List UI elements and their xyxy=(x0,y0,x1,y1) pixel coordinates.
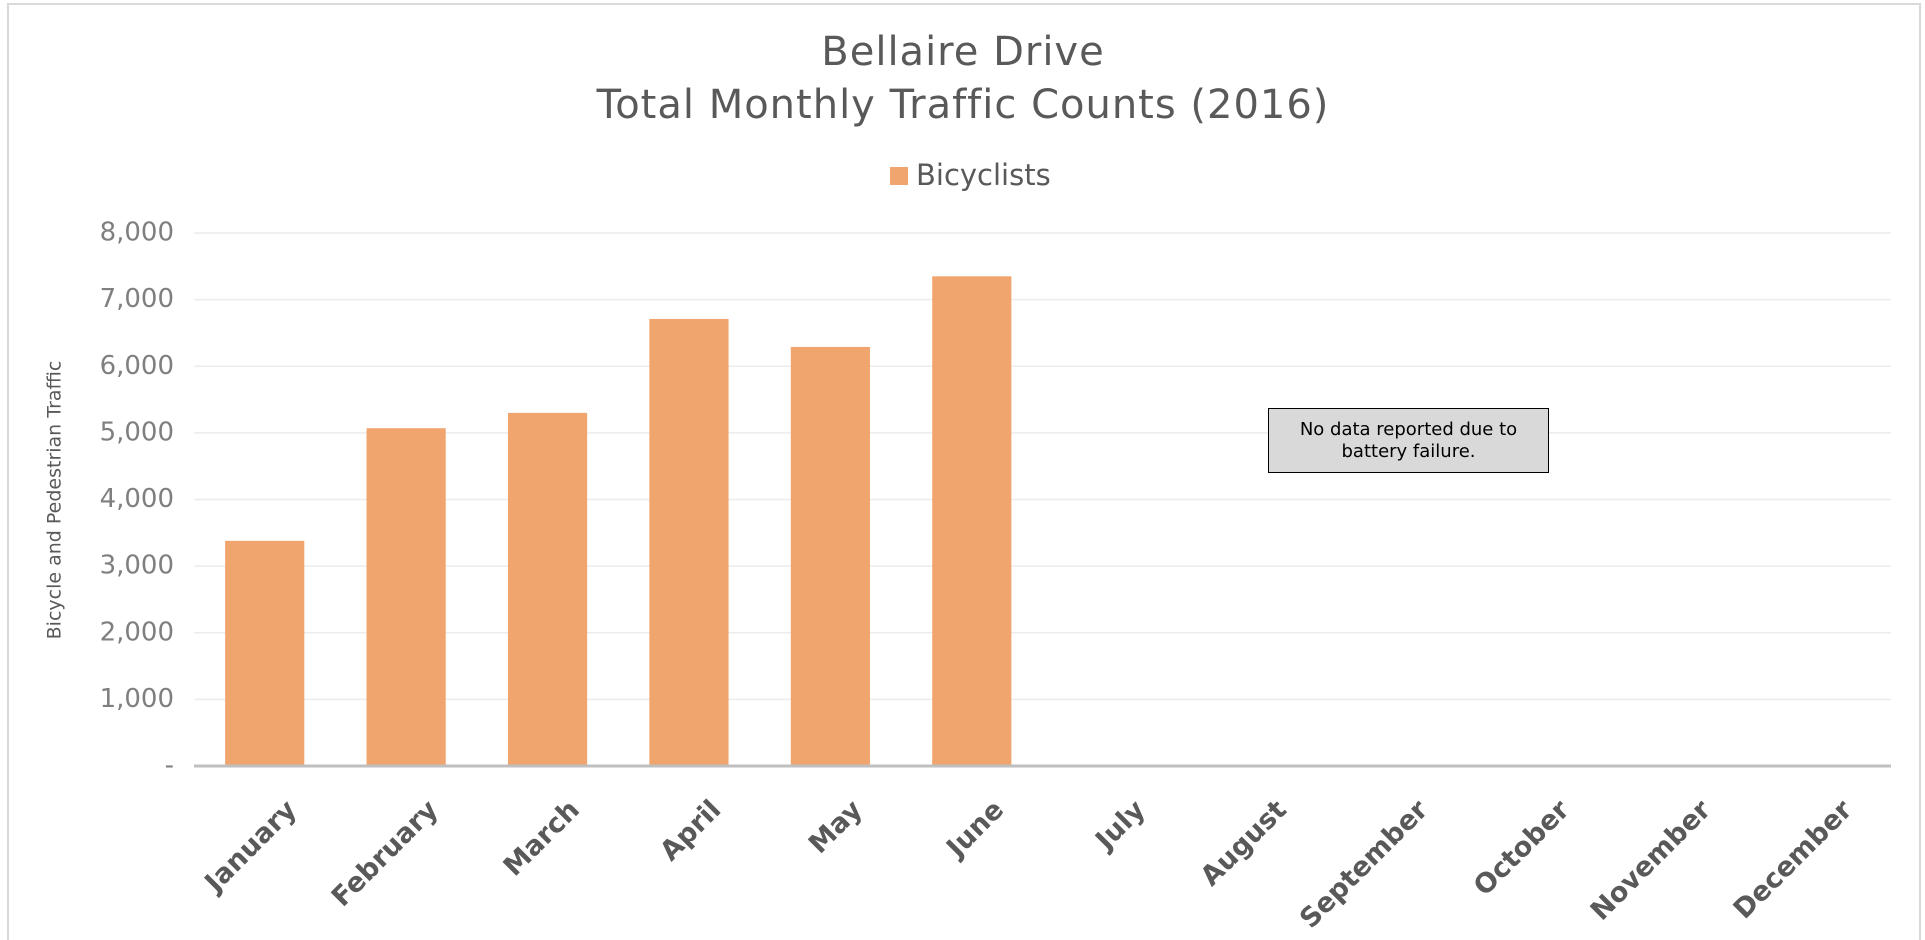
chart-subtitle: Total Monthly Traffic Counts (2016) xyxy=(596,82,1330,128)
bar xyxy=(649,318,729,766)
x-tick-label: November xyxy=(1585,794,1718,927)
x-tick-label: July xyxy=(1088,794,1151,857)
x-tick-label: September xyxy=(1294,794,1435,935)
y-tick-label: 3,000 xyxy=(100,551,174,581)
y-tick-label: 2,000 xyxy=(100,617,174,647)
x-tick-label: May xyxy=(803,794,869,860)
legend-swatch xyxy=(890,167,908,185)
bar xyxy=(507,412,588,766)
y-tick-label: 8,000 xyxy=(100,218,174,248)
x-tick-label: April xyxy=(654,794,727,867)
x-tick-label: December xyxy=(1728,794,1859,925)
x-tick-label: August xyxy=(1195,794,1293,892)
y-tick-label: 1,000 xyxy=(100,684,174,714)
y-tick-label: 5,000 xyxy=(100,417,174,447)
bar xyxy=(225,540,305,766)
legend-item: Bicyclists xyxy=(890,158,1051,192)
bar xyxy=(366,428,446,766)
y-tick-label: - xyxy=(165,751,174,781)
chart-title: Bellaire Drive xyxy=(821,29,1104,75)
y-tick-label: 7,000 xyxy=(100,284,174,314)
y-axis-label: Bicycle and Pedestrian Traffic xyxy=(44,361,66,640)
x-tick-label: October xyxy=(1468,794,1576,902)
bar xyxy=(790,346,870,766)
legend-label: Bicyclists xyxy=(916,158,1051,192)
bar xyxy=(932,276,1012,766)
y-tick-label: 4,000 xyxy=(100,484,174,514)
y-tick-label: 6,000 xyxy=(100,351,174,381)
x-tick-label: June xyxy=(939,794,1010,865)
annotation: No data reported due to battery failure. xyxy=(1268,408,1549,473)
chart-frame xyxy=(7,3,1921,940)
x-tick-label: January xyxy=(198,794,304,900)
x-tick-label: March xyxy=(498,794,586,882)
x-tick-label: February xyxy=(326,794,445,913)
